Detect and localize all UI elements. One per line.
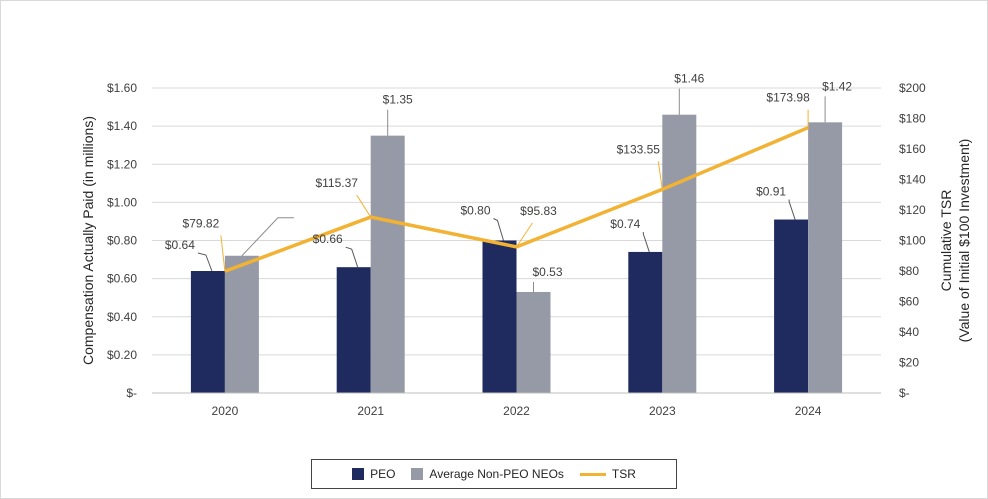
data-label-non-peo: $1.46 [674, 72, 704, 86]
legend-swatch-non-peo [411, 468, 424, 480]
data-label-peo: $0.80 [460, 204, 490, 218]
x-tick-label: 2021 [357, 404, 384, 418]
leader-peo [642, 231, 650, 253]
data-label-non-peo: $1.42 [822, 79, 852, 93]
right-tick-label: $140 [899, 173, 926, 187]
chart-legend: PEO Average Non-PEO NEOs TSR [311, 459, 677, 489]
left-tick-label: $1.00 [107, 195, 137, 209]
left-tick-label: $0.20 [107, 348, 137, 362]
leader-tsr [516, 222, 533, 248]
legend-label-tsr: TSR [611, 467, 636, 481]
bar-peo [628, 251, 663, 393]
left-tick-label: $1.60 [107, 81, 137, 95]
left-tick-label: $- [126, 386, 137, 400]
right-tick-label: $200 [899, 81, 926, 95]
x-tick-label: 2022 [503, 404, 530, 418]
legend-swatch-peo [352, 468, 365, 480]
right-tick-label: $100 [899, 234, 926, 248]
data-label-peo: $0.64 [165, 238, 195, 252]
left-tick-label: $0.80 [107, 234, 137, 248]
data-label-tsr: $79.82 [183, 216, 220, 230]
right-tick-label: $40 [899, 325, 919, 339]
x-tick-label: 2023 [649, 404, 676, 418]
bar-peo [482, 240, 517, 393]
right-tick-label: $180 [899, 112, 926, 126]
legend-swatch-tsr [579, 472, 606, 476]
right-tick-label: $120 [899, 203, 926, 217]
data-label-non-peo: $1.35 [383, 93, 413, 107]
legend-item-non-peo: Average Non-PEO NEOs [411, 467, 564, 481]
axes: $- $0.20 $0.40 $0.60 $0.80 $1.00 $1.20 $1.40 $1.… [107, 81, 926, 418]
data-label-tsr: $95.83 [520, 204, 557, 218]
data-label-peo: $0.74 [610, 217, 640, 231]
bars [190, 114, 843, 393]
data-labels: $0.64 $79.82 $0.66 $1.35 $115.37 $0.80 $0.53 $9… [165, 72, 853, 279]
data-label-non-peo: $0.53 [532, 265, 562, 279]
legend-label-peo: PEO [370, 467, 396, 481]
left-tick-label: $0.60 [107, 272, 137, 286]
leader-non-peo [241, 217, 294, 257]
right-tick-label: $160 [899, 142, 926, 156]
data-label-leaders [197, 88, 826, 292]
tsr-line [224, 126, 809, 273]
left-tick-label: $0.40 [107, 310, 137, 324]
left-tick-label: $1.40 [107, 119, 137, 133]
leader-peo [197, 252, 213, 272]
bar-peo [774, 219, 809, 393]
leader-tsr [356, 194, 372, 218]
bar-non-peo [516, 291, 551, 393]
bar-peo [336, 267, 371, 393]
leader-tsr [657, 161, 663, 190]
data-label-tsr: $133.55 [617, 142, 661, 156]
leader-tsr [220, 235, 226, 272]
right-tick-label: $20 [899, 356, 919, 370]
right-tick-label: $60 [899, 295, 919, 309]
bar-non-peo [224, 255, 259, 393]
tsr-line-layer [224, 126, 809, 273]
right-tick-label: $80 [899, 264, 919, 278]
right-tick-label: $- [899, 386, 910, 400]
leader-peo [493, 218, 504, 241]
legend-item-tsr: TSR [579, 467, 636, 481]
leader-peo [788, 199, 796, 220]
combo-chart: $0.64 $79.82 $0.66 $1.35 $115.37 $0.80 $0.53 $9… [80, 72, 972, 418]
leader-peo [345, 246, 359, 268]
left-tick-label: $1.20 [107, 157, 137, 171]
x-tick-label: 2024 [795, 404, 822, 418]
bar-non-peo [808, 122, 843, 393]
legend-item-peo: PEO [352, 467, 395, 481]
data-label-tsr: $173.98 [766, 91, 810, 105]
data-label-peo: $0.66 [313, 232, 343, 246]
right-axis-title-line1: Cumulative TSR [938, 190, 954, 292]
legend-label-non-peo: Average Non-PEO NEOs [429, 467, 564, 481]
data-label-tsr: $115.37 [315, 176, 358, 190]
bar-non-peo [370, 135, 405, 393]
right-axis-title-line2: (Value of Initial $100 Investment) [956, 139, 972, 343]
x-tick-label: 2020 [212, 404, 239, 418]
data-label-peo: $0.91 [756, 185, 786, 199]
left-axis-title: Compensation Actually Paid (in millions) [80, 116, 96, 365]
bar-non-peo [662, 114, 697, 393]
bar-peo [190, 271, 225, 393]
